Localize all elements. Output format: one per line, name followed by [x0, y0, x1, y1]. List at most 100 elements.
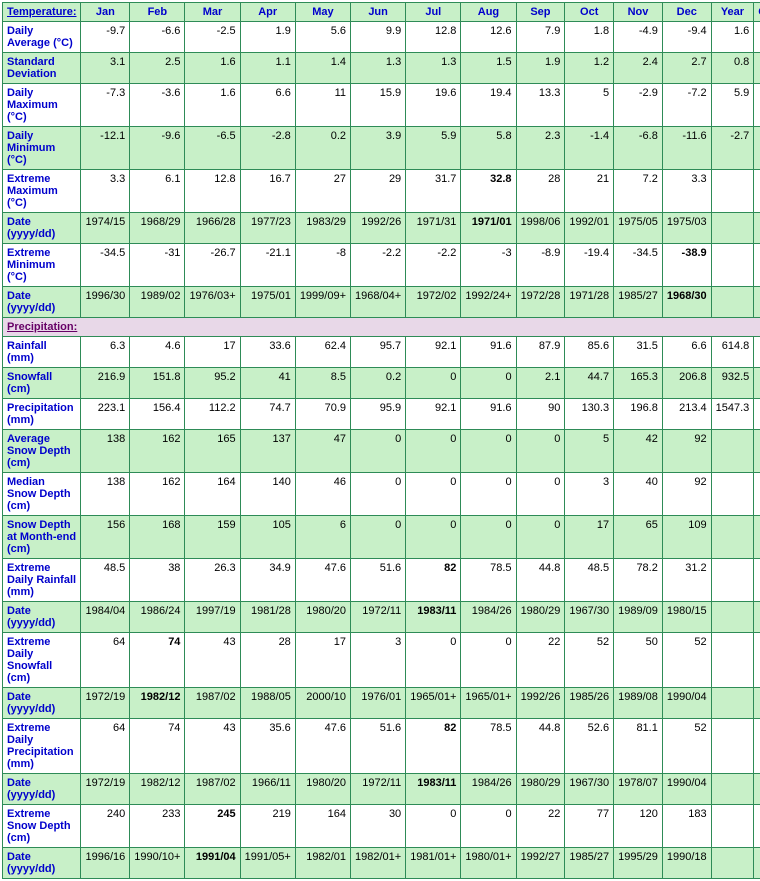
- cell: A: [754, 337, 760, 368]
- row-ext-rainfall-date: Date (yyyy/dd)1984/041986/241997/191981/…: [3, 602, 760, 633]
- cell: 5.6: [295, 22, 350, 53]
- cell: 0: [461, 368, 516, 399]
- cell: -26.7: [185, 244, 240, 287]
- cell: 1.6: [185, 84, 240, 127]
- cell: 2.4: [614, 53, 663, 84]
- cell: 31.5: [614, 337, 663, 368]
- row-snow-depth-end: Snow Depth at Month-end (cm)156168159105…: [3, 516, 760, 559]
- cell: 1976/01: [351, 688, 406, 719]
- cell: A: [754, 84, 760, 127]
- cell: 614.8: [711, 337, 754, 368]
- row-rainfall: Rainfall (mm)6.34.61733.662.495.792.191.…: [3, 337, 760, 368]
- cell: 0: [461, 473, 516, 516]
- cell: 51.6: [351, 719, 406, 774]
- cell: 1983/29: [295, 213, 350, 244]
- col-mar: Mar: [185, 3, 240, 22]
- cell: 1977/23: [240, 213, 295, 244]
- row-ext-max: Extreme Maximum (°C)3.36.112.816.7272931…: [3, 170, 760, 213]
- row-label: Date (yyyy/dd): [3, 848, 81, 879]
- cell: 0: [461, 430, 516, 473]
- cell: 92.1: [406, 399, 461, 430]
- cell: -2.8: [240, 127, 295, 170]
- cell: 138: [81, 473, 130, 516]
- cell: 245: [185, 805, 240, 848]
- row-label: Daily Maximum (°C): [3, 84, 81, 127]
- cell: 140: [240, 473, 295, 516]
- cell: 28: [240, 633, 295, 688]
- cell: 196.8: [614, 399, 663, 430]
- col-jul: Jul: [406, 3, 461, 22]
- cell: -8: [295, 244, 350, 287]
- col-feb: Feb: [130, 3, 185, 22]
- cell: [754, 805, 760, 848]
- cell: 2.3: [516, 127, 565, 170]
- cell: 932.5: [711, 368, 754, 399]
- row-daily-avg: Daily Average (°C)-9.7-6.6-2.51.95.69.91…: [3, 22, 760, 53]
- row-label: Date (yyyy/dd): [3, 602, 81, 633]
- cell: 85.6: [565, 337, 614, 368]
- cell: 165: [185, 430, 240, 473]
- cell: [754, 287, 760, 318]
- cell: -11.6: [662, 127, 711, 170]
- cell: 3: [351, 633, 406, 688]
- cell: [711, 688, 754, 719]
- col-year: Year: [711, 3, 754, 22]
- cell: 1998/06: [516, 213, 565, 244]
- cell: 8.5: [295, 368, 350, 399]
- cell: 213.4: [662, 399, 711, 430]
- cell: 43: [185, 719, 240, 774]
- cell: -3: [461, 244, 516, 287]
- row-ext-min-date: Date (yyyy/dd)1996/301989/021976/03+1975…: [3, 287, 760, 318]
- cell: 95.2: [185, 368, 240, 399]
- cell: 6: [295, 516, 350, 559]
- cell: 47.6: [295, 559, 350, 602]
- cell: [711, 719, 754, 774]
- cell: [754, 774, 760, 805]
- cell: 1967/30: [565, 774, 614, 805]
- cell: 5.9: [711, 84, 754, 127]
- cell: -9.4: [662, 22, 711, 53]
- cell: -4.9: [614, 22, 663, 53]
- cell: 0: [406, 430, 461, 473]
- cell: 2000/10: [295, 688, 350, 719]
- cell: 162: [130, 430, 185, 473]
- cell: 1983/11: [406, 774, 461, 805]
- cell: [711, 430, 754, 473]
- cell: -8.9: [516, 244, 565, 287]
- cell: 1971/28: [565, 287, 614, 318]
- cell: 1992/27: [516, 848, 565, 879]
- cell: 1.9: [240, 22, 295, 53]
- table-body: Daily Average (°C)-9.7-6.6-2.51.95.69.91…: [3, 22, 760, 879]
- cell: 1985/26: [565, 688, 614, 719]
- cell: 22: [516, 805, 565, 848]
- cell: 5.8: [461, 127, 516, 170]
- col-jun: Jun: [351, 3, 406, 22]
- cell: 12.8: [406, 22, 461, 53]
- cell: [711, 774, 754, 805]
- cell: 7.2: [614, 170, 663, 213]
- cell: [711, 516, 754, 559]
- section-precipitation: Precipitation:: [3, 318, 760, 337]
- cell: 3.9: [351, 127, 406, 170]
- cell: -34.5: [81, 244, 130, 287]
- cell: 38: [130, 559, 185, 602]
- row-label: Extreme Snow Depth (cm): [3, 805, 81, 848]
- cell: 138: [81, 430, 130, 473]
- cell: -19.4: [565, 244, 614, 287]
- cell: 0.2: [295, 127, 350, 170]
- cell: 0: [461, 805, 516, 848]
- cell: 81.1: [614, 719, 663, 774]
- cell: 95.7: [351, 337, 406, 368]
- cell: 1967/30: [565, 602, 614, 633]
- cell: 42: [614, 430, 663, 473]
- cell: 1968/04+: [351, 287, 406, 318]
- cell: 26.3: [185, 559, 240, 602]
- cell: 0: [516, 430, 565, 473]
- cell: 47.6: [295, 719, 350, 774]
- cell: 1.3: [351, 53, 406, 84]
- cell: 1965/01+: [461, 688, 516, 719]
- cell: -2.7: [711, 127, 754, 170]
- cell: 0: [351, 516, 406, 559]
- cell: 2.1: [516, 368, 565, 399]
- cell: 12.8: [185, 170, 240, 213]
